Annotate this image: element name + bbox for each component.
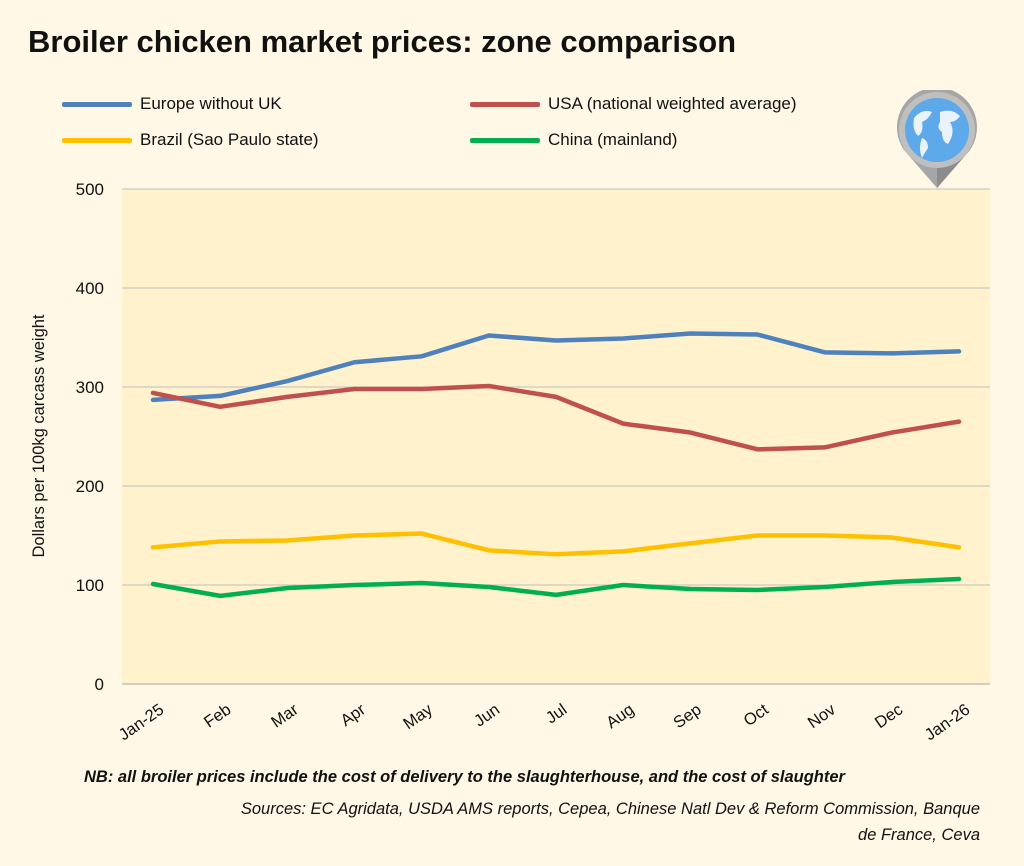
- globe-map-pin-icon: [897, 90, 977, 188]
- x-tick-label: Mar: [268, 700, 302, 731]
- x-tick-label: Jul: [543, 701, 571, 728]
- x-tick-label: Jan-25: [116, 701, 168, 745]
- y-tick-label: 100: [76, 576, 104, 595]
- legend-label: China (mainland): [548, 130, 678, 149]
- legend-swatch: [62, 101, 132, 107]
- x-tick-label: Nov: [805, 700, 840, 732]
- x-tick-label: Jan-26: [922, 701, 974, 745]
- legend-swatch: [470, 101, 540, 107]
- chart-title: Broiler chicken market prices: zone comp…: [28, 24, 737, 59]
- legend-item-usa: USA (national weighted average): [470, 94, 797, 114]
- legend-swatch: [470, 137, 540, 143]
- x-tick-label: May: [400, 700, 436, 733]
- y-tick-label: 0: [95, 675, 104, 694]
- legend-label: USA (national weighted average): [548, 94, 797, 113]
- x-tick-label: Oct: [740, 700, 772, 730]
- x-tick-label: Aug: [603, 701, 637, 733]
- line-chart: 0 100 200 300 400 500 Jan-25 Feb Mar Apr May Jun Ju…: [30, 180, 990, 745]
- legend-swatch: [62, 137, 132, 143]
- y-axis-label: Dollars per 100kg carcass weight: [30, 314, 48, 557]
- x-tick-label: Sep: [670, 701, 704, 733]
- legend-label: Europe without UK: [140, 94, 282, 113]
- x-tick-label: Jun: [471, 701, 503, 731]
- x-tick-label: Dec: [872, 701, 906, 733]
- x-tick-label: Apr: [337, 700, 369, 730]
- legend-item-brazil: Brazil (Sao Paulo state): [62, 130, 319, 150]
- y-tick-label: 500: [76, 180, 104, 199]
- sources-text: Sources: EC Agridata, USDA AMS reports, …: [240, 800, 980, 844]
- legend-item-europe: Europe without UK: [62, 94, 282, 114]
- y-tick-label: 400: [76, 279, 104, 298]
- x-tick-label: Feb: [201, 701, 235, 732]
- legend-label: Brazil (Sao Paulo state): [140, 130, 319, 149]
- footnote: NB: all broiler prices include the cost …: [84, 768, 845, 786]
- legend-item-china: China (mainland): [470, 130, 677, 150]
- y-tick-label: 200: [76, 477, 104, 496]
- y-tick-label: 300: [76, 378, 104, 397]
- plot-area: [122, 189, 990, 684]
